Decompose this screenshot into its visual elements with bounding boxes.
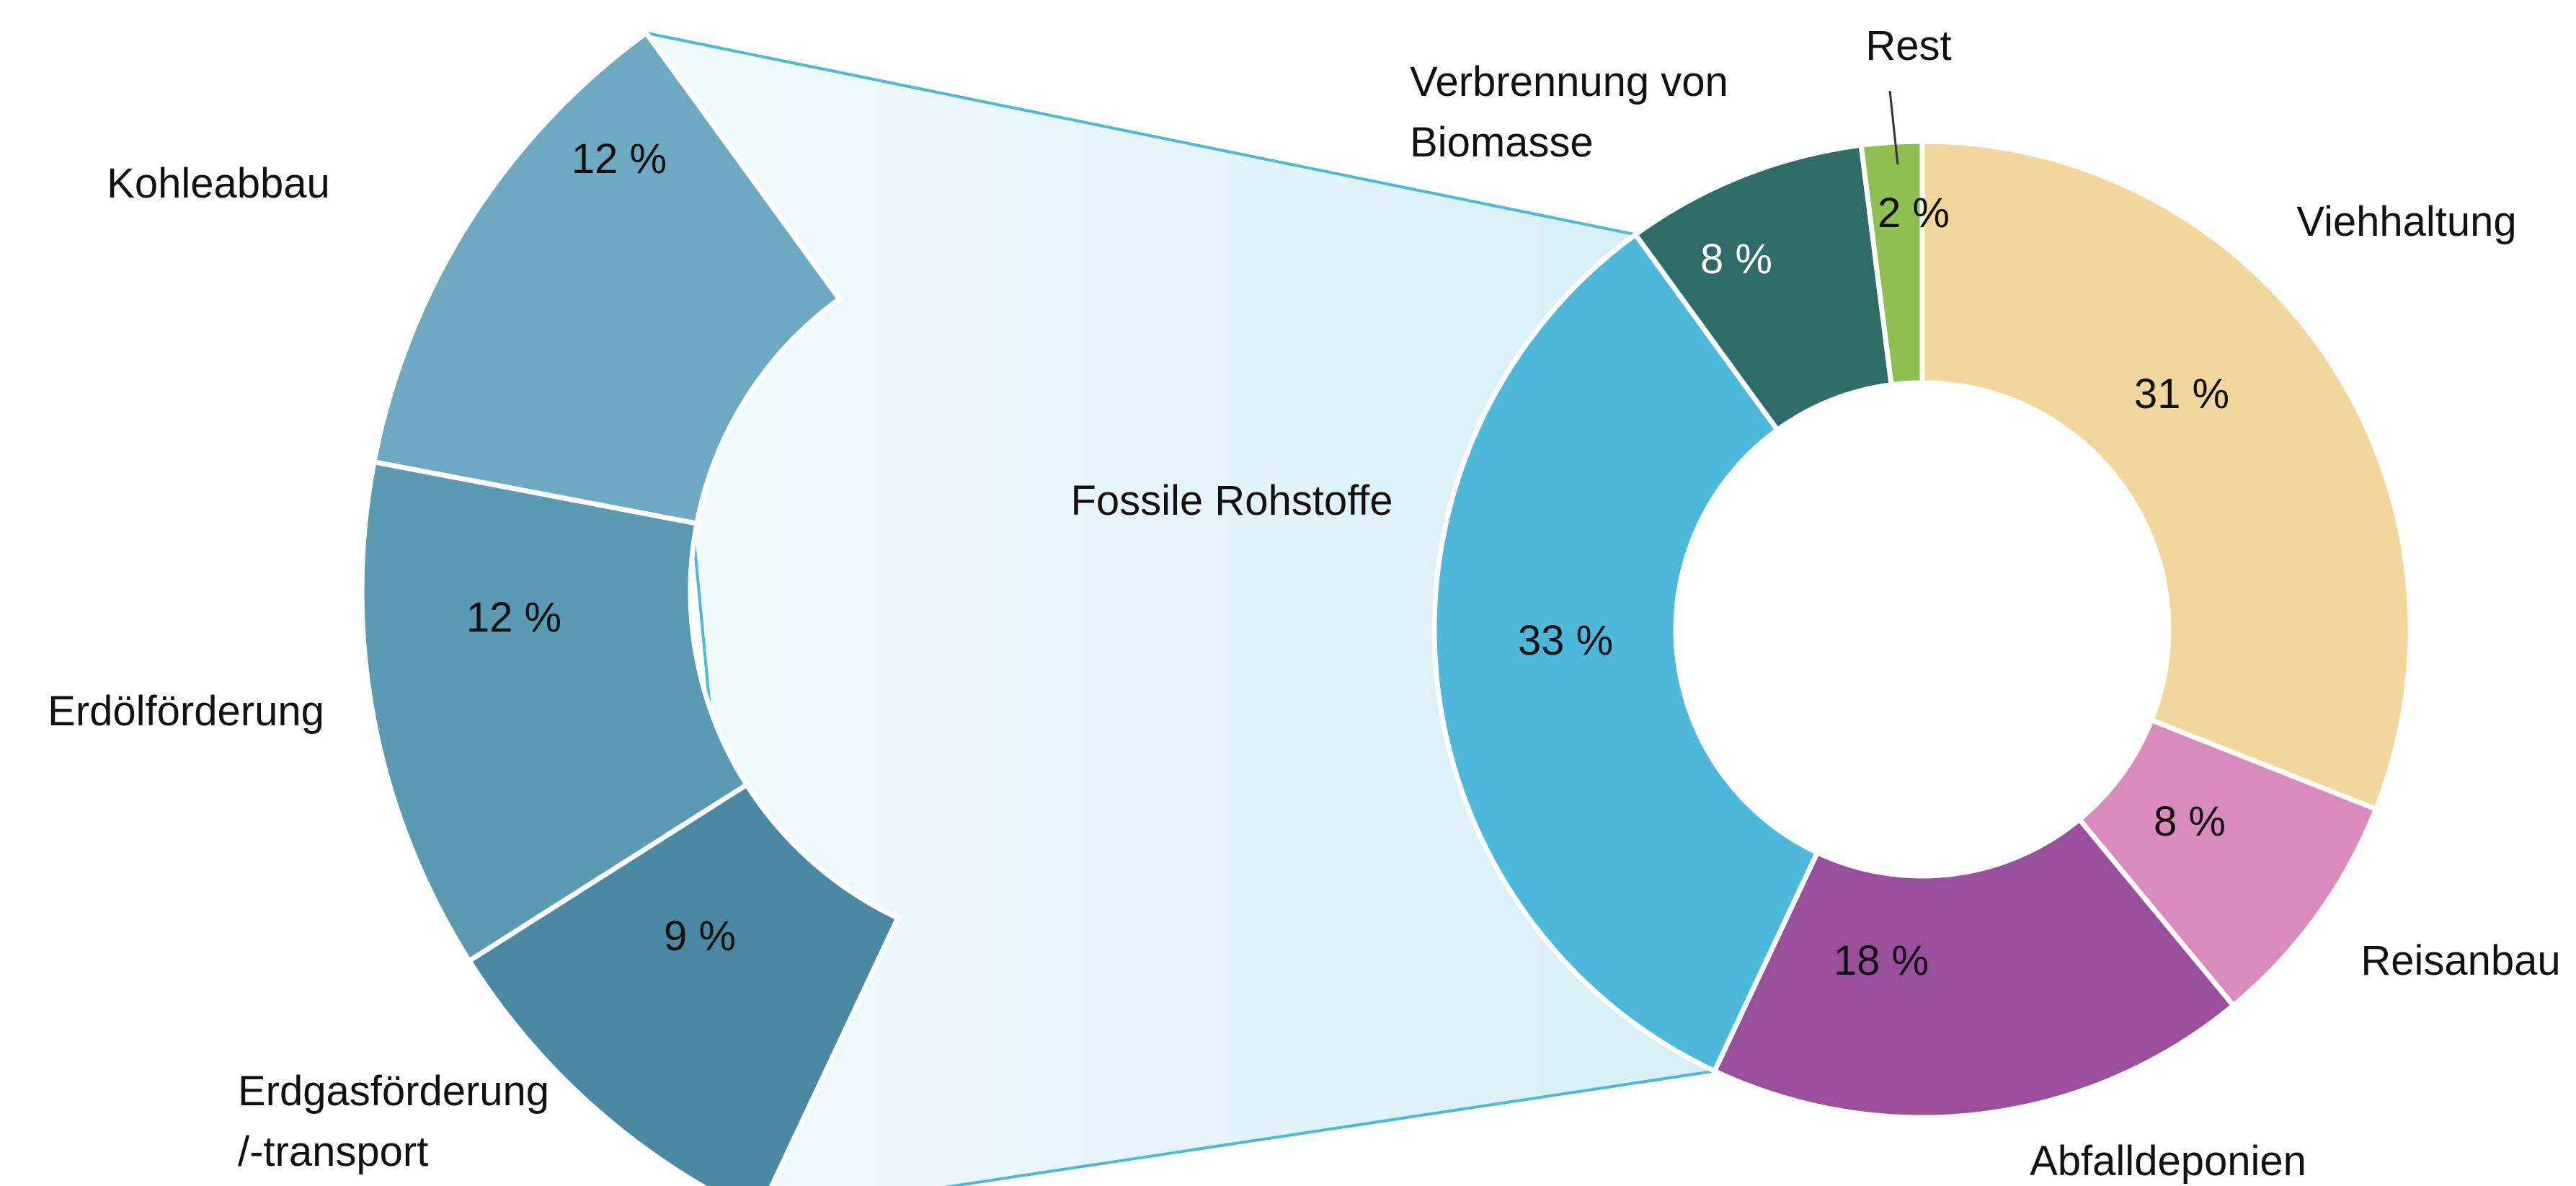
- value-label: 2 %: [1878, 183, 1950, 244]
- category-label: Erdölförderung: [48, 681, 324, 742]
- value-label: 18 %: [1834, 931, 1929, 991]
- category-label: Verbrennung von Biomasse: [1410, 52, 1728, 173]
- value-label: 12 %: [572, 129, 667, 190]
- category-label: Rest: [1865, 16, 1951, 76]
- value-label: 8 %: [2154, 792, 2226, 852]
- chart-canvas: [0, 0, 2576, 1186]
- category-label: Abfalldeponien: [2030, 1131, 2306, 1186]
- chart: Viehhaltung Reisanbau Abfalldeponien Fossil…: [0, 0, 2576, 1186]
- value-label: 31 %: [2134, 364, 2229, 425]
- category-label: Viehhaltung: [2296, 192, 2516, 252]
- value-label: 9 %: [664, 906, 736, 967]
- value-label: 12 %: [466, 588, 561, 648]
- value-label: 33 %: [1518, 611, 1613, 671]
- value-label: 8 %: [1700, 229, 1772, 290]
- category-label: Erdgasförderung /-transport: [238, 1061, 549, 1182]
- category-label: Fossile Rohstoffe: [1070, 471, 1393, 531]
- category-label: Kohleabbau: [107, 154, 330, 214]
- category-label: Reisanbau: [2360, 931, 2560, 991]
